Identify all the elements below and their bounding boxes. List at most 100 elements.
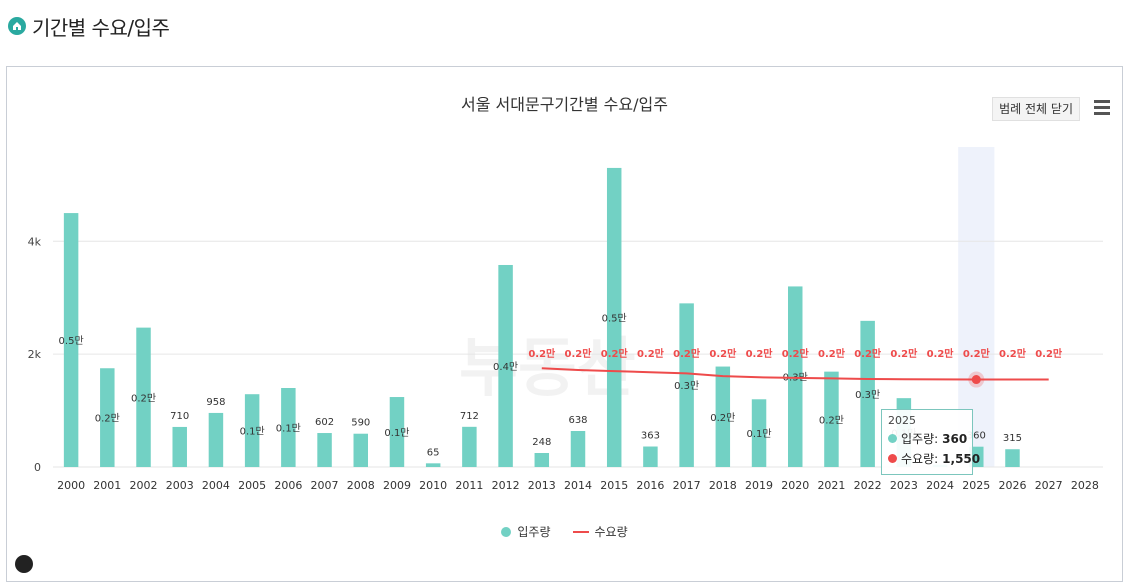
x-tick-label: 2013 bbox=[528, 479, 556, 492]
line-data-label: 0.2만 bbox=[854, 347, 882, 360]
corner-logo-icon bbox=[15, 555, 33, 573]
bar-data-label: 602 bbox=[315, 417, 334, 428]
line-data-label: 0.2만 bbox=[1035, 347, 1063, 360]
line-data-label: 0.2만 bbox=[782, 347, 810, 360]
bar bbox=[679, 303, 694, 467]
x-tick-label: 2015 bbox=[600, 479, 628, 492]
bar-data-label: 363 bbox=[641, 431, 660, 442]
bar bbox=[788, 286, 803, 467]
x-tick-label: 2003 bbox=[166, 479, 194, 492]
demand-dot-icon bbox=[888, 454, 897, 463]
x-tick-label: 2001 bbox=[93, 479, 121, 492]
bar bbox=[1005, 449, 1020, 467]
x-tick-label: 2000 bbox=[57, 479, 85, 492]
tooltip-title: 2025 bbox=[888, 414, 916, 427]
bar bbox=[425, 463, 441, 467]
bar bbox=[643, 446, 658, 467]
bar-data-label: 0.1만 bbox=[240, 426, 265, 438]
chart-title: 서울 서대문구기간별 수요/입주 bbox=[461, 95, 668, 114]
bar-data-label: 0.1만 bbox=[746, 428, 771, 440]
line-data-label: 0.2만 bbox=[673, 347, 701, 360]
bar bbox=[100, 368, 115, 467]
legend-dot-icon bbox=[501, 526, 512, 537]
x-tick-label: 2024 bbox=[926, 479, 954, 492]
x-tick-label: 2016 bbox=[636, 479, 664, 492]
bar bbox=[570, 430, 586, 467]
line-data-label: 0.2만 bbox=[999, 347, 1027, 360]
tooltip-demand-label: 수요량: bbox=[901, 452, 939, 466]
tooltip-demand-value: 1,550 bbox=[942, 451, 981, 466]
tooltip-supply-value: 360 bbox=[942, 431, 968, 446]
legend-toggle-button[interactable]: 범례 전체 닫기 bbox=[992, 97, 1080, 121]
bar bbox=[534, 453, 550, 467]
bar bbox=[63, 213, 79, 467]
x-tick-label: 2023 bbox=[890, 479, 918, 492]
line-data-label: 0.2만 bbox=[818, 347, 846, 360]
bar-data-label: 0.2만 bbox=[710, 412, 735, 424]
bar-data-label: 0.2만 bbox=[819, 414, 844, 426]
hamburger-menu-icon[interactable] bbox=[1094, 100, 1110, 116]
bar-data-label: 0.4만 bbox=[493, 361, 518, 373]
bar bbox=[353, 433, 368, 467]
x-tick-label: 2020 bbox=[781, 479, 809, 492]
bar bbox=[244, 394, 260, 467]
page-title: 기간별 수요/입주 bbox=[32, 15, 170, 40]
x-tick-label: 2022 bbox=[854, 479, 882, 492]
x-tick-label: 2026 bbox=[998, 479, 1026, 492]
tooltip-supply-label: 입주량: bbox=[901, 432, 939, 446]
line-data-label: 0.2만 bbox=[565, 347, 593, 360]
bar-data-label: 0.2만 bbox=[131, 392, 156, 404]
line-data-label: 0.2만 bbox=[528, 347, 556, 360]
bar-data-label: 712 bbox=[460, 411, 479, 422]
bar bbox=[860, 320, 875, 467]
x-tick-label: 2017 bbox=[673, 479, 701, 492]
bar-data-label: 590 bbox=[351, 418, 370, 429]
x-tick-label: 2004 bbox=[202, 479, 230, 492]
chart-tooltip: 2025 입주량: 360 수요량: 1,550 bbox=[881, 409, 980, 475]
bar-data-label: 710 bbox=[170, 411, 189, 422]
chart-legend: 입주량 수요량 bbox=[7, 523, 1122, 540]
tooltip-row-demand: 수요량: 1,550 bbox=[888, 450, 980, 467]
page-header: 기간별 수요/입주 bbox=[8, 12, 170, 40]
bar-data-label: 248 bbox=[532, 437, 551, 448]
legend-label-demand: 수요량 bbox=[594, 525, 628, 539]
x-tick-label: 2012 bbox=[492, 479, 520, 492]
x-tick-label: 2008 bbox=[347, 479, 375, 492]
line-data-label: 0.2만 bbox=[709, 347, 737, 360]
bar bbox=[208, 412, 224, 467]
line-data-label: 0.2만 bbox=[601, 347, 629, 360]
legend-item-demand[interactable]: 수요량 bbox=[572, 523, 628, 540]
line-data-label: 0.2만 bbox=[927, 347, 955, 360]
bar-data-label: 0.5만 bbox=[59, 335, 84, 347]
line-data-label: 0.2만 bbox=[637, 347, 665, 360]
legend-item-supply[interactable]: 입주량 bbox=[501, 523, 551, 540]
x-tick-label: 2011 bbox=[455, 479, 483, 492]
y-tick-label: 2k bbox=[28, 348, 42, 361]
bar bbox=[715, 366, 731, 467]
bar-data-label: 0.2만 bbox=[95, 413, 120, 425]
legend-line-icon bbox=[572, 530, 589, 533]
bar bbox=[751, 399, 767, 467]
x-tick-label: 2009 bbox=[383, 479, 411, 492]
line-data-label: 0.2만 bbox=[746, 347, 774, 360]
bar bbox=[136, 327, 151, 467]
bar-data-label: 360 bbox=[967, 431, 986, 442]
x-tick-label: 2010 bbox=[419, 479, 447, 492]
bar-data-label: 0.3만 bbox=[674, 380, 699, 392]
bar bbox=[606, 167, 622, 467]
x-tick-label: 2014 bbox=[564, 479, 592, 492]
x-tick-label: 2007 bbox=[311, 479, 339, 492]
chart-plot: 0 2k 4k 0.5만 0.2만 0.2만 710 958 0.1만 0.1만 602 590 0.1… bbox=[28, 147, 1103, 492]
x-tick-label: 2025 bbox=[962, 479, 990, 492]
supply-dot-icon bbox=[888, 434, 897, 443]
bar bbox=[389, 397, 405, 467]
tooltip-row-supply: 입주량: 360 bbox=[888, 430, 968, 447]
line-data-label: 0.2만 bbox=[890, 347, 918, 360]
legend-label-supply: 입주량 bbox=[517, 525, 551, 539]
bar-data-label: 958 bbox=[206, 397, 225, 408]
bar bbox=[172, 426, 187, 467]
x-tick-label: 2005 bbox=[238, 479, 266, 492]
x-tick-label: 2018 bbox=[709, 479, 737, 492]
bar bbox=[824, 371, 839, 467]
bar-data-label: 0.5만 bbox=[602, 312, 627, 324]
